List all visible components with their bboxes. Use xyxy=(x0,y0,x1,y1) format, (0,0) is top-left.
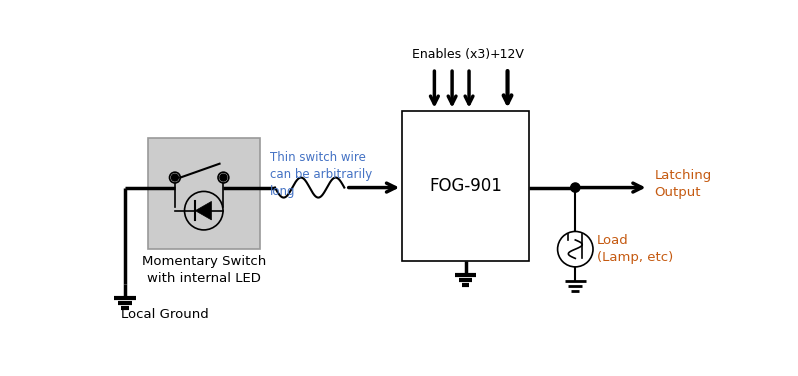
Circle shape xyxy=(218,172,229,183)
Polygon shape xyxy=(196,202,211,220)
Text: Momentary Switch
with internal LED: Momentary Switch with internal LED xyxy=(141,255,266,285)
Circle shape xyxy=(169,172,180,183)
Text: Thin switch wire
can be arbitrarily
long: Thin switch wire can be arbitrarily long xyxy=(270,152,372,199)
Text: Local Ground: Local Ground xyxy=(121,308,209,321)
Text: Enables (x3): Enables (x3) xyxy=(413,47,491,61)
Text: FOG-901: FOG-901 xyxy=(429,177,502,195)
Bar xyxy=(148,138,259,249)
Bar xyxy=(402,111,529,261)
Text: Latching
Output: Latching Output xyxy=(654,169,712,199)
Text: Load
(Lamp, etc): Load (Lamp, etc) xyxy=(597,234,673,264)
Text: +12V: +12V xyxy=(490,47,525,61)
Circle shape xyxy=(220,174,227,181)
Circle shape xyxy=(172,174,179,181)
Circle shape xyxy=(571,183,580,192)
